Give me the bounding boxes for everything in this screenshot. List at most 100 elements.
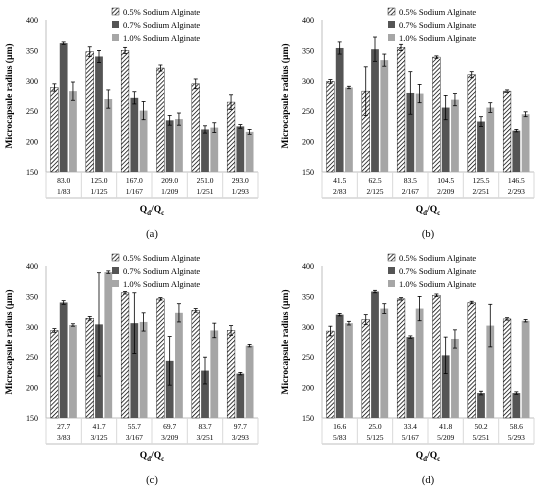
bar-sa10: [415, 93, 424, 172]
y-axis-label: Microcapsule radius (µm): [4, 289, 15, 394]
legend-label: 0.7% Sodium Alginate: [123, 266, 200, 276]
x-tick-label-ratio: 3/167: [126, 433, 143, 442]
bar-sa05: [326, 81, 335, 173]
x-tick-label: 83.7: [198, 422, 211, 431]
bar-sa07: [130, 97, 139, 172]
bar-sa07: [59, 302, 68, 418]
x-tick-label-ratio: 5/83: [333, 433, 347, 442]
x-tick-label-ratio: 2/125: [366, 187, 383, 196]
y-tick-label: 350: [26, 292, 38, 301]
x-axis-label: Qd/Qc: [416, 451, 440, 463]
x-tick-label: 146.5: [508, 176, 525, 185]
legend-swatch: [112, 21, 119, 28]
x-tick-label-ratio: 5/293: [508, 433, 525, 442]
x-tick-label-ratio: 2/209: [437, 187, 454, 196]
x-tick-label-ratio: 1/251: [196, 187, 213, 196]
bar-sa07: [130, 323, 139, 418]
x-tick-label-ratio: 1/293: [232, 187, 249, 196]
y-tick-label: 350: [302, 46, 314, 55]
bar-sa05: [191, 310, 200, 419]
chart-panel-a: Microcapsule radius (µm) 150 200 250 300 350 4…: [0, 2, 268, 242]
bar-sa07: [201, 129, 209, 172]
bar-sa10: [380, 60, 389, 172]
bar-sa05: [326, 330, 335, 419]
x-tick-label: 16.6: [333, 422, 346, 431]
bar-sa05: [467, 74, 476, 173]
legend-swatch: [388, 21, 395, 28]
bar-sa10: [245, 131, 254, 172]
bar-sa05: [191, 83, 200, 173]
panel-label: (a): [146, 229, 158, 240]
bar-sa05: [396, 298, 406, 419]
bar-sa10: [451, 338, 459, 418]
legend-swatch: [388, 34, 395, 41]
legend-swatch: [387, 7, 396, 16]
x-tick-label: 58.6: [510, 422, 523, 431]
y-tick-label: 200: [26, 138, 38, 147]
legend-swatch: [388, 280, 395, 287]
bar-sa10: [486, 107, 495, 172]
x-tick-label-ratio: 3/251: [196, 433, 213, 442]
chart-panel-c: Microcapsule radius (µm) 150 200 250 300 350 4…: [0, 248, 268, 488]
legend-label: 0.5% Sodium Alginate: [399, 253, 476, 263]
x-tick-label: 83.5: [404, 176, 417, 185]
y-axis-label: Microcapsule radius (µm): [280, 289, 291, 394]
x-tick-label-ratio: 5/167: [402, 433, 419, 442]
y-tick-label: 250: [302, 353, 314, 362]
x-tick-label: 104.5: [437, 176, 454, 185]
bar-sa05: [85, 318, 94, 419]
bar-sa07: [406, 337, 415, 418]
bar-sa10: [175, 312, 183, 418]
legend-label: 1.0% Sodium Alginate: [123, 279, 200, 289]
x-tick-label-ratio: 2/293: [508, 187, 525, 196]
x-axis-label: Qd/Qc: [140, 451, 164, 463]
y-tick-label: 300: [302, 77, 314, 86]
x-tick-label-ratio: 3/293: [232, 433, 249, 442]
legend-label: 0.7% Sodium Alginate: [399, 20, 476, 30]
y-tick-label: 150: [302, 168, 314, 177]
bar-sa10: [139, 321, 148, 418]
bar-sa05: [361, 319, 370, 419]
legend-swatch: [111, 253, 120, 262]
x-tick-label-ratio: 2/83: [333, 187, 347, 196]
bar-sa10: [104, 99, 113, 172]
bar-sa05: [50, 87, 59, 173]
bar-sa05: [226, 330, 236, 419]
bar-sa05: [226, 101, 236, 173]
bar-chart: Microcapsule radius (µm) 150 200 250 300 350 4…: [280, 7, 535, 240]
bar-sa05: [120, 50, 130, 173]
y-tick-label: 200: [302, 138, 314, 147]
x-tick-label: 41.5: [333, 176, 346, 185]
bar-sa05: [50, 330, 59, 419]
bar-sa05: [432, 56, 441, 173]
x-tick-label: 293.0: [232, 176, 249, 185]
legend-swatch: [111, 7, 120, 16]
y-tick-label: 250: [26, 107, 38, 116]
legend-label: 0.7% Sodium Alginate: [399, 266, 476, 276]
x-tick-label: 50.2: [474, 422, 487, 431]
legend-label: 0.5% Sodium Alginate: [123, 253, 200, 263]
bar-sa07: [512, 393, 521, 418]
x-tick-label-ratio: 3/83: [57, 433, 71, 442]
legend-label: 0.5% Sodium Alginate: [123, 7, 200, 17]
bar-sa05: [467, 302, 476, 419]
panel-label: (c): [146, 475, 158, 486]
bar-sa07: [477, 393, 485, 418]
y-tick-label: 250: [26, 353, 38, 362]
legend-swatch: [388, 267, 395, 274]
y-axis-label: Microcapsule radius (µm): [4, 43, 15, 148]
x-tick-label-ratio: 1/167: [126, 187, 143, 196]
legend-label: 1.0% Sodium Alginate: [399, 279, 476, 289]
bar-sa10: [69, 91, 77, 172]
bar-sa10: [210, 127, 219, 172]
y-tick-label: 300: [302, 323, 314, 332]
x-tick-label-ratio: 5/209: [437, 433, 454, 442]
y-tick-label: 150: [302, 414, 314, 423]
x-tick-label: 125.5: [473, 176, 490, 185]
chart-panel-d: Microcapsule radius (µm) 150 200 250 300 350 4…: [276, 248, 544, 488]
bar-sa10: [245, 345, 254, 418]
x-axis-label: Qd/Qc: [140, 205, 164, 217]
x-tick-label: 83.0: [57, 176, 70, 185]
x-tick-label-ratio: 5/125: [366, 433, 383, 442]
x-tick-label: 125.0: [91, 176, 108, 185]
